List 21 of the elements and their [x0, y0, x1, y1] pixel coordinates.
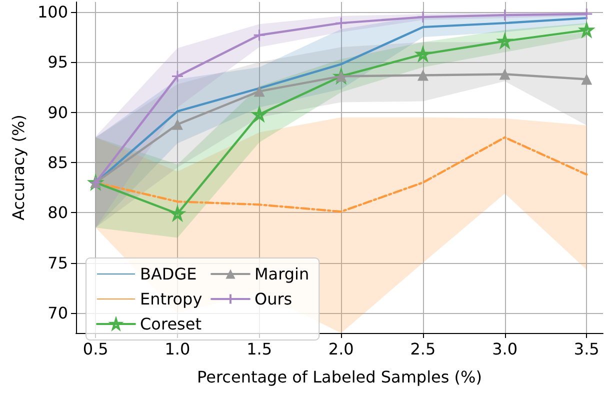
x-tick-label: 3.5 [574, 340, 600, 358]
y-tick-label: 90 [48, 102, 68, 122]
y-tick-label: 85 [48, 152, 68, 172]
x-tick-label: 1.5 [246, 340, 272, 358]
legend-label: Entropy [140, 290, 202, 308]
x-tick-label: 1.0 [164, 340, 190, 358]
y-tick-label: 100 [37, 2, 68, 22]
x-tick-label: 0.5 [82, 340, 108, 358]
legend-label: Ours [254, 290, 292, 308]
y-axis-title: Accuracy (%) [9, 114, 28, 220]
x-tick-label: 2.0 [328, 340, 354, 358]
y-tick-label: 95 [48, 52, 68, 72]
y-tick-label: 80 [48, 203, 68, 222]
x-axis-title: Percentage of Labeled Samples (%) [197, 368, 482, 386]
legend-label: Margin [254, 264, 310, 284]
x-tick-label: 2.5 [410, 340, 436, 358]
legend-label: BADGE [140, 264, 197, 284]
legend-label: Coreset [140, 314, 202, 334]
y-tick-label: 70 [48, 303, 68, 322]
x-tick-label: 3.0 [492, 340, 518, 358]
y-tick-label: 75 [48, 253, 68, 272]
